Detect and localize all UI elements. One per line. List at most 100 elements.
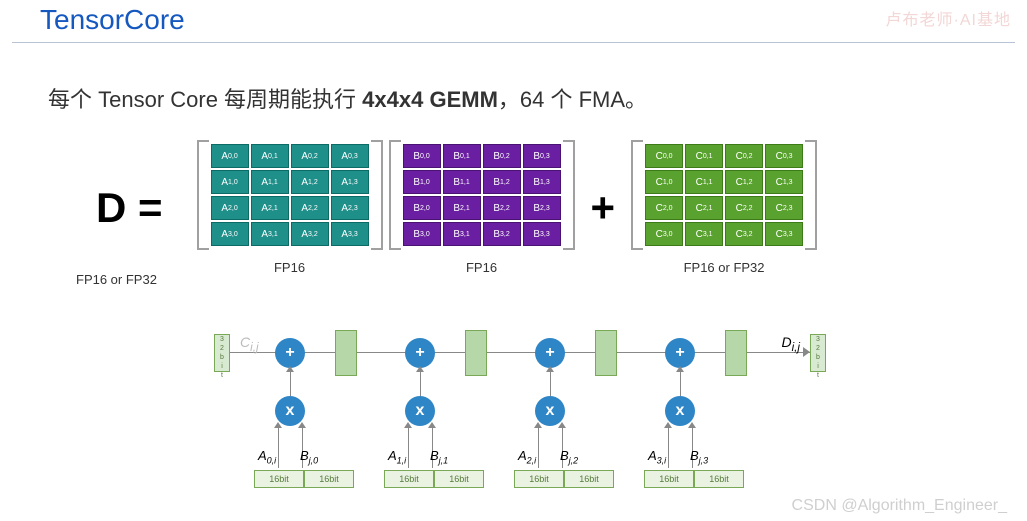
matrix-cell: B3,2 xyxy=(483,222,521,246)
b-input-label: Bj,0 xyxy=(300,448,318,466)
desc-prefix: 每个 Tensor Core 每周期能执行 xyxy=(48,87,362,112)
add-node: + xyxy=(275,338,305,368)
arrow-up-icon xyxy=(558,422,566,428)
bit16-box: 16bit xyxy=(644,470,694,488)
matrix-cell: C1,2 xyxy=(725,170,763,194)
bit16-box: 16bit xyxy=(694,470,744,488)
matrix-b-wrapper: B0,0B0,1B0,2B0,3B1,0B1,1B1,2B1,3B2,0B2,1… xyxy=(391,140,573,275)
bit16-box: 16bit xyxy=(254,470,304,488)
bit16-box: 16bit xyxy=(304,470,354,488)
matrix-a: A0,0A0,1A0,2A0,3A1,0A1,1A1,2A1,3A2,0A2,1… xyxy=(211,144,369,246)
equation-lhs: D = xyxy=(96,184,163,232)
add-node: + xyxy=(405,338,435,368)
arrow-up-icon xyxy=(286,366,294,372)
matrix-cell: B3,3 xyxy=(523,222,561,246)
b-input-label: Bj,3 xyxy=(690,448,708,466)
desc-bold: 4x4x4 GEMM xyxy=(362,87,498,112)
matrix-cell: C0,3 xyxy=(765,144,803,168)
matrix-cell: C0,0 xyxy=(645,144,683,168)
matrix-cell: C2,0 xyxy=(645,196,683,220)
add-node: + xyxy=(665,338,695,368)
matrix-cell: A2,2 xyxy=(291,196,329,220)
wire xyxy=(408,426,409,468)
b-input-label: Bj,1 xyxy=(430,448,448,466)
matrix-cell: B1,3 xyxy=(523,170,561,194)
matrix-cell: C0,1 xyxy=(685,144,723,168)
matrix-b-label: FP16 xyxy=(466,260,497,275)
pipeline-register xyxy=(725,330,747,376)
matrix-cell: B2,0 xyxy=(403,196,441,220)
d-ij-label: Di,j xyxy=(781,334,800,354)
plus-sign: + xyxy=(591,184,616,232)
matrix-cell: B3,0 xyxy=(403,222,441,246)
matrix-cell: B0,0 xyxy=(403,144,441,168)
matrix-c: C0,0C0,1C0,2C0,3C1,0C1,1C1,2C1,3C2,0C2,1… xyxy=(645,144,803,246)
a-input-label: A1,i xyxy=(388,448,406,466)
matrix-cell: C0,2 xyxy=(725,144,763,168)
arrow-up-icon xyxy=(534,422,542,428)
matrix-cell: B2,3 xyxy=(523,196,561,220)
matrix-b-bracket: B0,0B0,1B0,2B0,3B1,0B1,1B1,2B1,3B2,0B2,1… xyxy=(391,140,573,250)
matrix-c-bracket: C0,0C0,1C0,2C0,3C1,0C1,1C1,2C1,3C2,0C2,1… xyxy=(633,140,815,250)
a-input-label: A3,i xyxy=(648,448,666,466)
matrix-cell: B1,2 xyxy=(483,170,521,194)
wire xyxy=(680,368,681,396)
description-text: 每个 Tensor Core 每周期能执行 4x4x4 GEMM，64 个 FM… xyxy=(48,82,647,114)
matrix-cell: B2,1 xyxy=(443,196,481,220)
pipeline-register xyxy=(595,330,617,376)
matrix-cell: A0,2 xyxy=(291,144,329,168)
matrix-cell: A3,0 xyxy=(211,222,249,246)
matrix-cell: C1,1 xyxy=(685,170,723,194)
wire xyxy=(420,368,421,396)
c-ij-label: Ci,j xyxy=(240,334,259,354)
header-rule xyxy=(12,42,1015,43)
a-input-label: A0,i xyxy=(258,448,276,466)
b-input-label: Bj,2 xyxy=(560,448,578,466)
arrow-up-icon xyxy=(546,366,554,372)
matrix-c-wrapper: C0,0C0,1C0,2C0,3C1,0C1,1C1,2C1,3C2,0C2,1… xyxy=(633,140,815,275)
matrix-cell: B0,2 xyxy=(483,144,521,168)
matrix-cell: C2,1 xyxy=(685,196,723,220)
pipeline-register xyxy=(465,330,487,376)
matrix-cell: C2,3 xyxy=(765,196,803,220)
matrix-cell: A1,0 xyxy=(211,170,249,194)
arrow-up-icon xyxy=(688,422,696,428)
matrix-cell: C3,2 xyxy=(725,222,763,246)
pipeline-register xyxy=(335,330,357,376)
matrix-cell: B1,0 xyxy=(403,170,441,194)
wire xyxy=(278,426,279,468)
arrow-up-icon xyxy=(416,366,424,372)
matrix-cell: A2,0 xyxy=(211,196,249,220)
bit16-box: 16bit xyxy=(434,470,484,488)
arrow-up-icon xyxy=(274,422,282,428)
arrow-right-icon xyxy=(803,347,810,357)
matrix-cell: A0,1 xyxy=(251,144,289,168)
arrow-up-icon xyxy=(428,422,436,428)
bitbox-right: 32bit xyxy=(810,334,826,372)
matrix-cell: C3,3 xyxy=(765,222,803,246)
wire xyxy=(538,426,539,468)
matrix-cell: A1,2 xyxy=(291,170,329,194)
add-node: + xyxy=(535,338,565,368)
matrix-a-wrapper: A0,0A0,1A0,2A0,3A1,0A1,1A1,2A1,3A2,0A2,1… xyxy=(199,140,381,275)
matrix-cell: A3,3 xyxy=(331,222,369,246)
wire xyxy=(290,368,291,396)
wire xyxy=(550,368,551,396)
wire xyxy=(668,426,669,468)
matrix-c-label: FP16 or FP32 xyxy=(684,260,765,275)
matrix-cell: B3,1 xyxy=(443,222,481,246)
matrix-cell: B0,1 xyxy=(443,144,481,168)
matrix-cell: A0,3 xyxy=(331,144,369,168)
fma-circuit: 32bit Ci,j 32bit Di,j +xA0,iBj,016bit16b… xyxy=(210,330,830,500)
page-title: TensorCore xyxy=(40,4,185,36)
matrix-b: B0,0B0,1B0,2B0,3B1,0B1,1B1,2B1,3B2,0B2,1… xyxy=(403,144,561,246)
matrix-a-label: FP16 xyxy=(274,260,305,275)
bit16-box: 16bit xyxy=(564,470,614,488)
matrix-cell: A2,1 xyxy=(251,196,289,220)
matrix-cell: A2,3 xyxy=(331,196,369,220)
matrix-cell: A1,3 xyxy=(331,170,369,194)
matrix-cell: C2,2 xyxy=(725,196,763,220)
matrix-cell: B0,3 xyxy=(523,144,561,168)
matrix-cell: C1,0 xyxy=(645,170,683,194)
matrix-a-bracket: A0,0A0,1A0,2A0,3A1,0A1,1A1,2A1,3A2,0A2,1… xyxy=(199,140,381,250)
